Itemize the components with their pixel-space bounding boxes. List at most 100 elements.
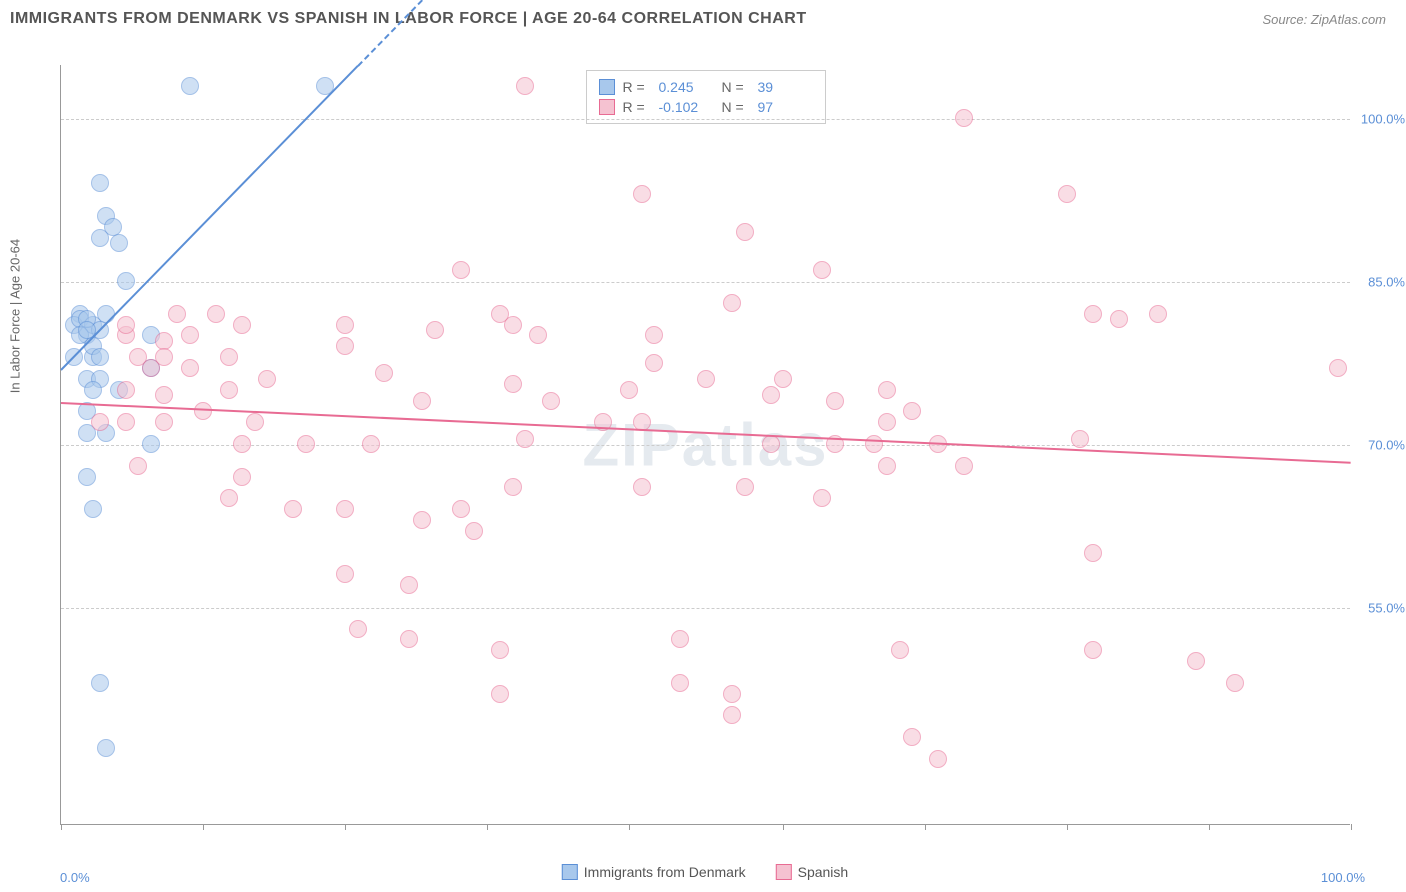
y-tick-label: 85.0% [1368, 275, 1405, 290]
data-point [1226, 674, 1244, 692]
data-point [452, 500, 470, 518]
data-point [929, 750, 947, 768]
data-point [91, 413, 109, 431]
data-point [297, 435, 315, 453]
x-tick [783, 824, 784, 830]
legend-swatch [562, 864, 578, 880]
x-tick [1351, 824, 1352, 830]
source-attribution: Source: ZipAtlas.com [1262, 12, 1386, 27]
data-point [258, 370, 276, 388]
x-tick [629, 824, 630, 830]
data-point [633, 478, 651, 496]
r-label: R = [623, 99, 651, 115]
plot-area: ZIPatlas R =0.245N =39R =-0.102N =97 55.… [60, 65, 1350, 825]
x-tick [203, 824, 204, 830]
data-point [104, 218, 122, 236]
data-point [78, 468, 96, 486]
data-point [955, 109, 973, 127]
data-point [400, 630, 418, 648]
gridline [61, 445, 1350, 446]
legend-swatch [599, 79, 615, 95]
data-point [1149, 305, 1167, 323]
data-point [1084, 641, 1102, 659]
data-point [736, 478, 754, 496]
data-point [233, 468, 251, 486]
data-point [1058, 185, 1076, 203]
x-tick [1067, 824, 1068, 830]
data-point [542, 392, 560, 410]
data-point [645, 354, 663, 372]
data-point [1187, 652, 1205, 670]
data-point [516, 430, 534, 448]
data-point [233, 316, 251, 334]
data-point [762, 435, 780, 453]
data-point [878, 457, 896, 475]
data-point [284, 500, 302, 518]
r-label: R = [623, 79, 651, 95]
data-point [620, 381, 638, 399]
series-legend: Immigrants from Denmark Spanish [562, 864, 848, 880]
data-point [504, 478, 522, 496]
data-point [207, 305, 225, 323]
data-point [91, 674, 109, 692]
y-tick-label: 100.0% [1361, 112, 1405, 127]
y-axis-label: In Labor Force | Age 20-64 [8, 238, 23, 392]
data-point [349, 620, 367, 638]
data-point [774, 370, 792, 388]
data-point [671, 630, 689, 648]
data-point [117, 381, 135, 399]
data-point [504, 375, 522, 393]
data-point [142, 435, 160, 453]
data-point [117, 272, 135, 290]
trend-line [61, 402, 1351, 464]
data-point [181, 326, 199, 344]
data-point [813, 489, 831, 507]
r-value: -0.102 [659, 99, 714, 115]
data-point [155, 413, 173, 431]
data-point [336, 500, 354, 518]
data-point [117, 413, 135, 431]
x-tick [61, 824, 62, 830]
series-legend-label: Immigrants from Denmark [584, 864, 746, 880]
data-point [671, 674, 689, 692]
data-point [117, 316, 135, 334]
gridline [61, 282, 1350, 283]
x-tick [1209, 824, 1210, 830]
data-point [645, 326, 663, 344]
series-legend-label: Spanish [798, 864, 849, 880]
data-point [504, 316, 522, 334]
x-axis-min-label: 0.0% [60, 870, 90, 885]
data-point [220, 489, 238, 507]
data-point [1084, 544, 1102, 562]
data-point [375, 364, 393, 382]
data-point [878, 413, 896, 431]
data-point [155, 332, 173, 350]
data-point [903, 728, 921, 746]
data-point [891, 641, 909, 659]
data-point [181, 359, 199, 377]
r-value: 0.245 [659, 79, 714, 95]
data-point [465, 522, 483, 540]
data-point [336, 316, 354, 334]
data-point [155, 386, 173, 404]
data-point [723, 685, 741, 703]
data-point [220, 348, 238, 366]
data-point [762, 386, 780, 404]
data-point [194, 402, 212, 420]
data-point [1329, 359, 1347, 377]
legend-swatch [776, 864, 792, 880]
data-point [491, 641, 509, 659]
n-value: 97 [758, 99, 813, 115]
n-label: N = [722, 79, 750, 95]
legend-swatch [599, 99, 615, 115]
n-value: 39 [758, 79, 813, 95]
data-point [97, 739, 115, 757]
data-point [697, 370, 715, 388]
data-point [826, 392, 844, 410]
correlation-legend: R =0.245N =39R =-0.102N =97 [586, 70, 826, 124]
data-point [362, 435, 380, 453]
data-point [865, 435, 883, 453]
data-point [491, 685, 509, 703]
data-point [723, 706, 741, 724]
data-point [91, 348, 109, 366]
